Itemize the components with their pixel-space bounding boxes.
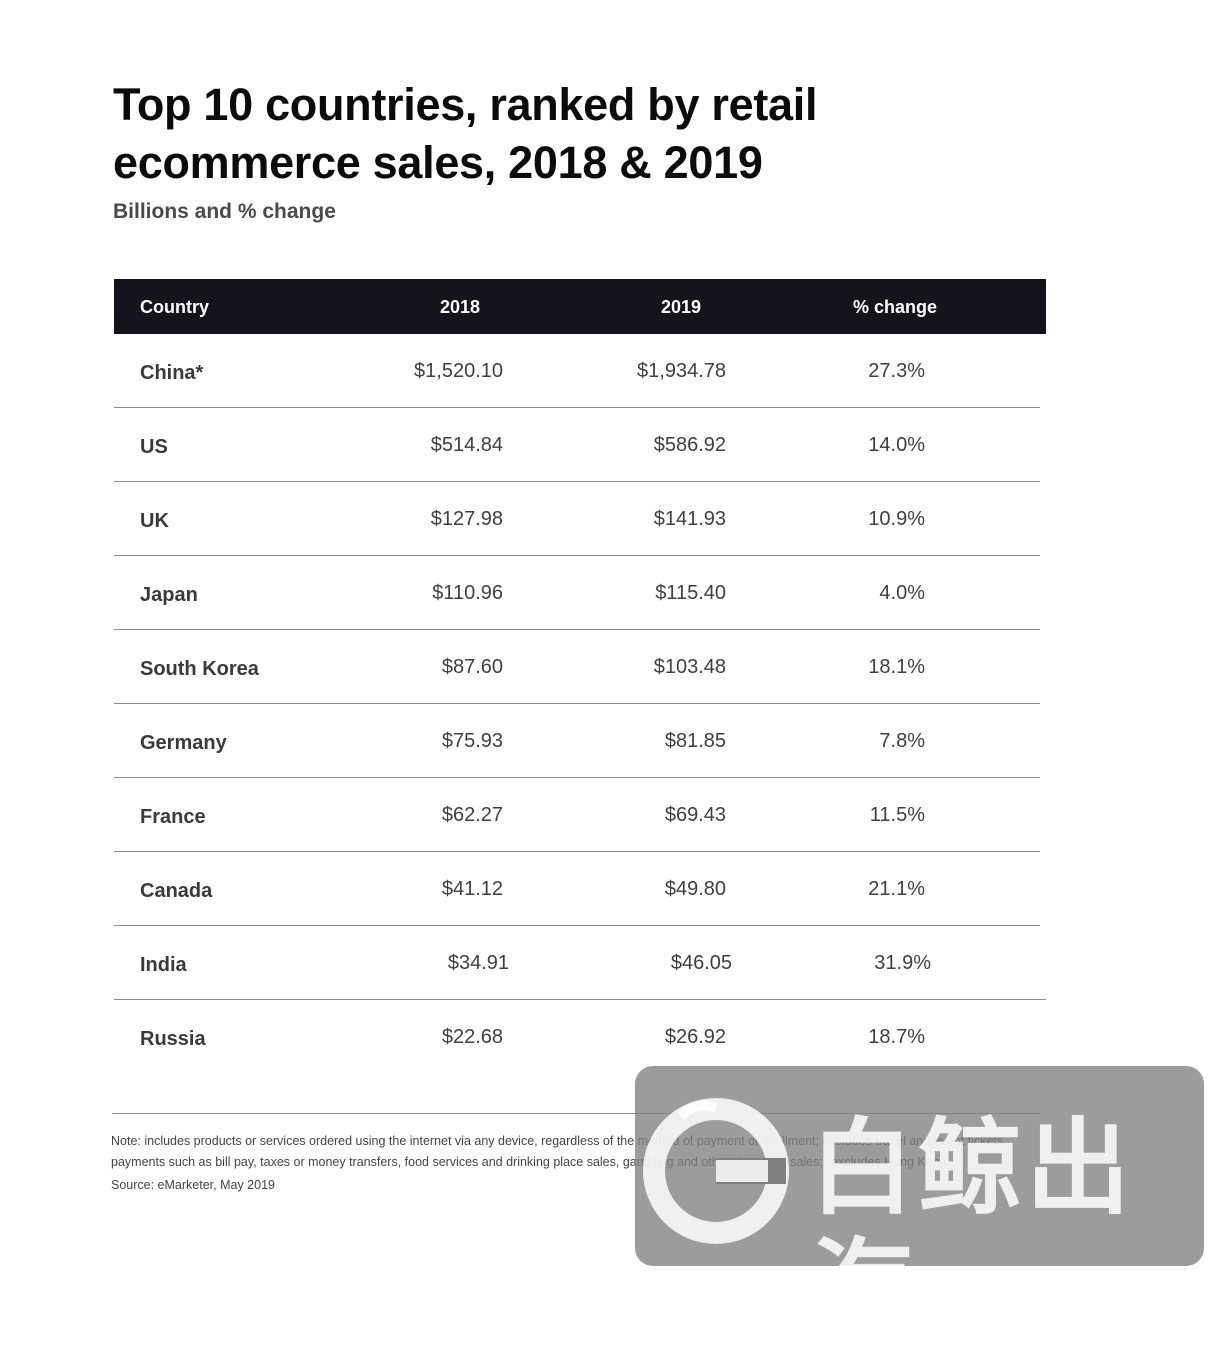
cell-change: 4.0%	[879, 582, 925, 604]
cell-2019: $69.43	[664, 804, 726, 826]
cell-2018: $1,520.10	[414, 360, 503, 382]
table-body: China* $1,520.10 $1,934.78 27.3% US $514.84 $5…	[114, 334, 1046, 1073]
column-header-2018: 2018	[440, 297, 481, 317]
cell-2018: $514.84	[430, 434, 503, 456]
column-header-country: Country	[140, 297, 209, 317]
cell-change: 21.1%	[868, 878, 925, 900]
cell-2019: $81.85	[664, 730, 726, 752]
table-row: India $34.91 $46.05 31.9%	[114, 926, 1046, 1000]
data-table: Country 2018 2019 % change China* $1,520.…	[114, 279, 1046, 1073]
cell-2019: $115.40	[655, 582, 726, 604]
cell-country: US	[140, 436, 168, 458]
cell-change: 11.5%	[869, 804, 925, 826]
cell-2019: $1,934.78	[637, 360, 726, 382]
table-row: Japan $110.96 $115.40 4.0%	[114, 556, 1040, 630]
footer-divider	[112, 1113, 1040, 1114]
table-row: UK $127.98 $141.93 10.9%	[114, 482, 1040, 556]
cell-country: India	[140, 954, 187, 976]
cell-country: South Korea	[140, 658, 259, 680]
table-row: Russia $22.68 $26.92 18.7%	[114, 1000, 1040, 1073]
cell-2018: $62.27	[441, 804, 503, 826]
cell-2018: $87.60	[441, 656, 503, 678]
cell-2018: $110.96	[432, 582, 503, 604]
watermark: 白鲸出海	[635, 1066, 1204, 1348]
whale-logo-icon	[643, 1098, 789, 1244]
cell-country: Russia	[140, 1028, 206, 1050]
cell-country: France	[140, 806, 206, 828]
cell-2019: $26.92	[664, 1026, 726, 1048]
cell-2018: $75.93	[441, 730, 503, 752]
cell-change: 7.8%	[879, 730, 925, 752]
cell-country: UK	[140, 510, 169, 532]
cell-2019: $586.92	[653, 434, 726, 456]
table-row: South Korea $87.60 $103.48 18.1%	[114, 630, 1040, 704]
cell-country: Germany	[140, 732, 227, 754]
cell-2019: $141.93	[653, 508, 726, 530]
cell-2019: $103.48	[653, 656, 726, 678]
cell-2018: $22.68	[441, 1026, 503, 1048]
cell-country: Japan	[140, 584, 198, 606]
cell-2019: $46.05	[670, 952, 732, 974]
cell-change: 31.9%	[874, 952, 931, 974]
cell-change: 14.0%	[868, 434, 925, 456]
table-row: France $62.27 $69.43 11.5%	[114, 778, 1040, 852]
source-line: Source: eMarketer, May 2019	[111, 1178, 275, 1192]
cell-2018: $41.12	[441, 878, 503, 900]
cell-change: 10.9%	[868, 508, 925, 530]
cell-change: 18.7%	[868, 1026, 925, 1048]
table-row: US $514.84 $586.92 14.0%	[114, 408, 1040, 482]
cell-change: 27.3%	[868, 360, 925, 382]
watermark-text: 白鲸出海	[810, 1107, 1135, 1349]
page-subtitle: Billions and % change	[113, 200, 336, 223]
column-header-2019: 2019	[661, 297, 702, 317]
cell-change: 18.1%	[868, 656, 925, 678]
table-row: Canada $41.12 $49.80 21.1%	[114, 852, 1040, 926]
table-row: Germany $75.93 $81.85 7.8%	[114, 704, 1040, 778]
cell-2019: $49.80	[664, 878, 726, 900]
cell-country: China*	[140, 362, 204, 384]
table-header: Country 2018 2019 % change	[114, 279, 1046, 334]
cell-country: Canada	[140, 880, 213, 902]
page-title: Top 10 countries, ranked by retail ecomm…	[113, 79, 818, 188]
column-header-change: % change	[853, 297, 938, 317]
cell-2018: $127.98	[430, 508, 503, 530]
cell-2018: $34.91	[447, 952, 509, 974]
table-row: China* $1,520.10 $1,934.78 27.3%	[114, 334, 1040, 408]
